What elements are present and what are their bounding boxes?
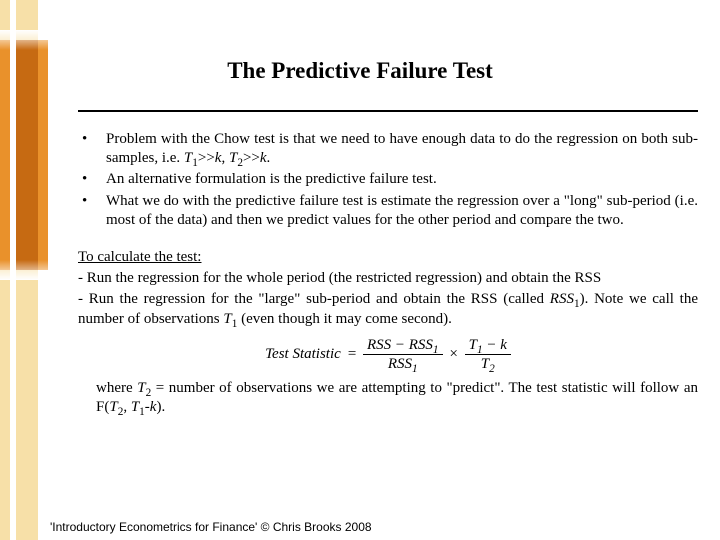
bullet-1-gg-1: >>: [198, 150, 215, 166]
slide: The Predictive Failure Test Problem with…: [0, 0, 720, 540]
formula-den2-T2-sub: 2: [489, 363, 495, 375]
stripe-fade-bot: [0, 260, 48, 280]
formula-wrap: Test Statistic = RSS − RSS1 RSS1 ×: [78, 337, 698, 373]
bullet-list: Problem with the Chow test is that we ne…: [78, 130, 698, 230]
bullet-1: Problem with the Chow test is that we ne…: [78, 130, 698, 168]
closing-a: where: [96, 380, 137, 396]
calc-heading: To calculate the test:: [78, 249, 201, 265]
sym-T-4: T: [137, 380, 145, 396]
bullet-1-gg-2: >>: [243, 150, 260, 166]
closing-c: ,: [123, 399, 131, 415]
bullet-1-period: .: [267, 150, 271, 166]
stripe-fade-top: [0, 30, 48, 50]
slide-footer: 'Introductory Econometrics for Finance' …: [50, 520, 372, 534]
formula-times: ×: [449, 345, 459, 364]
formula-num2-T: T: [469, 337, 477, 353]
formula-num2-minus-k: − k: [483, 337, 507, 353]
closing-text: where T2 = number of observations we are…: [96, 379, 698, 417]
sym-T-1: T: [184, 150, 192, 166]
sym-T-6: T: [131, 399, 139, 415]
title-divider: [78, 110, 698, 112]
calc-line-1: - Run the regression for the whole perio…: [78, 269, 698, 288]
closing-e: ).: [156, 399, 165, 415]
calc-line-2a: - Run the regression for the "large" sub…: [78, 291, 550, 307]
sym-k-2: k: [260, 150, 267, 166]
formula: Test Statistic = RSS − RSS1 RSS1 ×: [265, 337, 511, 373]
formula-frac-1: RSS − RSS1 RSS1: [363, 337, 443, 373]
calc-line-2c: (even though it may come second).: [237, 311, 452, 327]
formula-den2-T: T: [481, 356, 489, 372]
formula-num1-rss1: RSS: [409, 337, 433, 353]
formula-eq: =: [347, 345, 357, 364]
slide-title: The Predictive Failure Test: [0, 58, 720, 84]
slide-content: Problem with the Chow test is that we ne…: [78, 130, 698, 417]
bullet-3: What we do with the predictive failure t…: [78, 192, 698, 230]
formula-num1-rss: RSS: [367, 337, 391, 353]
calc-line-2: - Run the regression for the "large" sub…: [78, 290, 698, 328]
calc-block: To calculate the test: - Run the regress…: [78, 248, 698, 329]
sym-RSS1: RSS: [550, 291, 574, 307]
sym-T-5: T: [109, 399, 117, 415]
closing-b: = number of observations we are attempti…: [96, 380, 698, 415]
formula-frac-2: T1 − k T2: [465, 337, 511, 373]
formula-den1-rss1-sub: 1: [412, 363, 418, 375]
sym-T-3: T: [223, 311, 231, 327]
formula-label: Test Statistic: [265, 345, 341, 364]
bullet-2: An alternative formulation is the predic…: [78, 170, 698, 189]
formula-num1-minus: −: [391, 337, 409, 353]
formula-den1-rss1: RSS: [388, 356, 412, 372]
bullet-1-comma: ,: [221, 150, 229, 166]
